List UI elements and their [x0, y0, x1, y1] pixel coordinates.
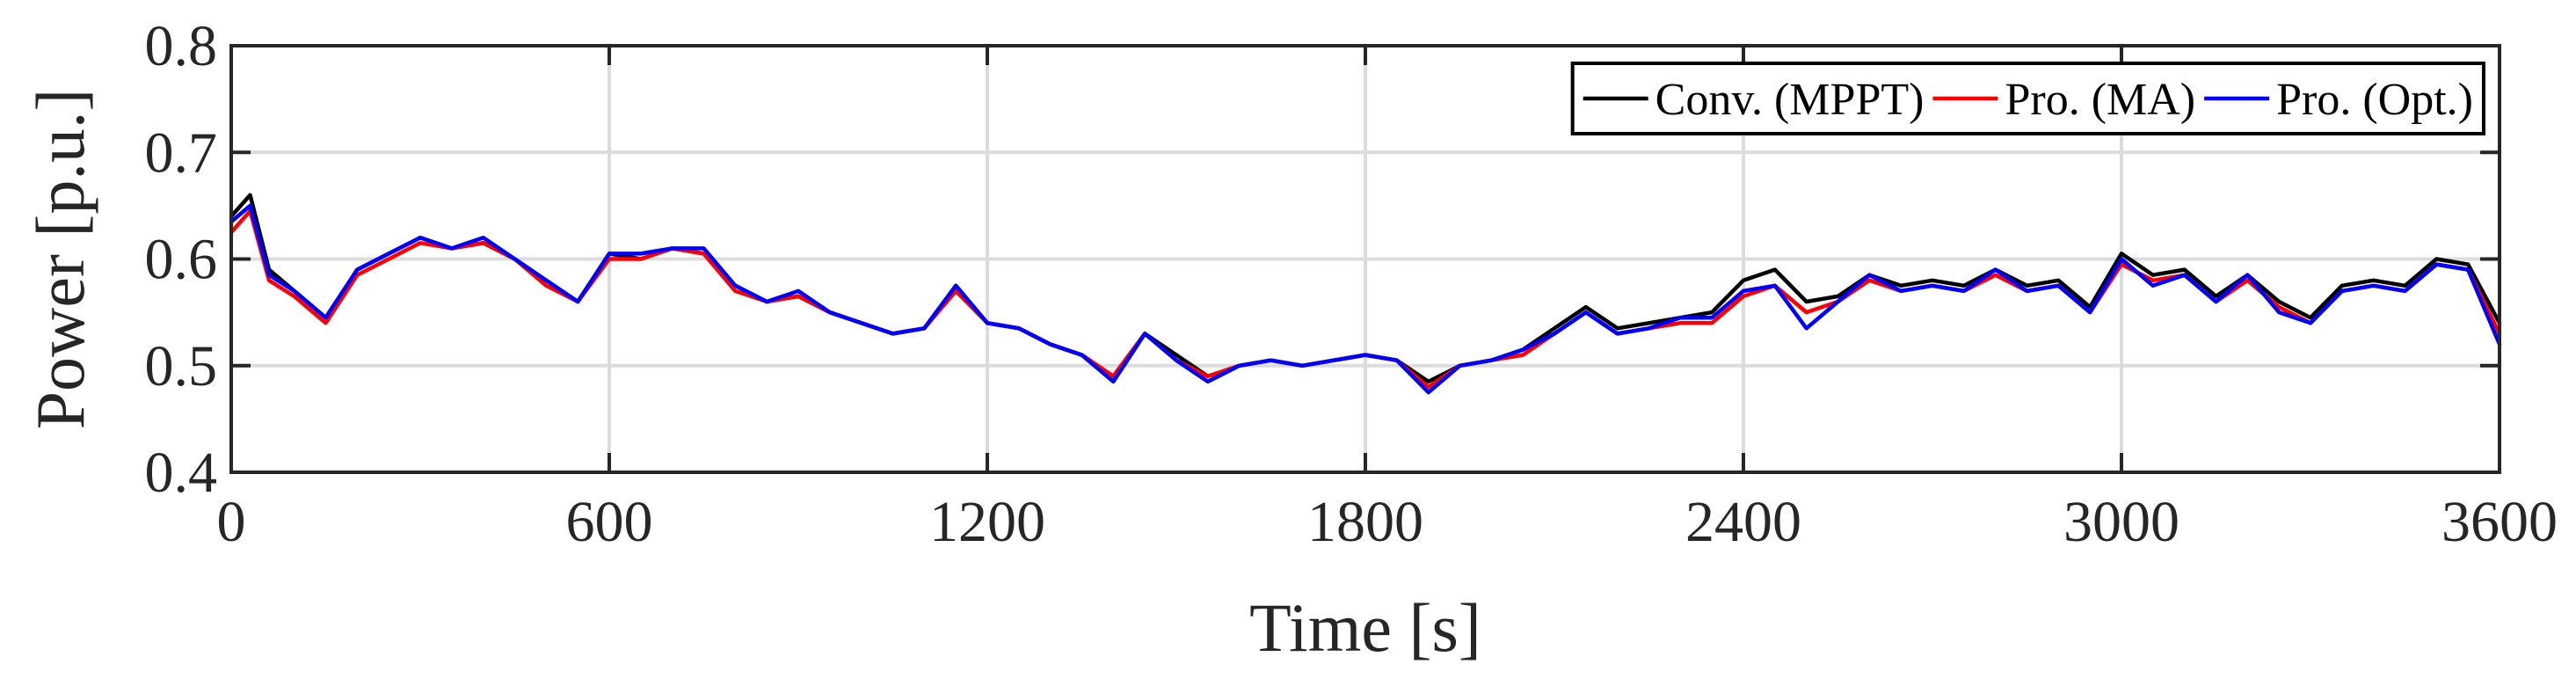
legend-item-2: Pro. (MA): [1932, 75, 2195, 125]
series-lines: [229, 193, 2502, 395]
x-tick-label-0: 0: [217, 490, 246, 554]
legend-item-1: Conv. (MPPT): [1583, 75, 1925, 125]
x-tick-label-5: 3000: [2063, 490, 2179, 554]
x-tick-label-6: 3600: [2441, 490, 2558, 554]
x-axis-label: Time [s]: [1249, 589, 1481, 666]
legend-label-1: Conv. (MPPT): [1655, 75, 1925, 125]
legend-label-3: Pro. (Opt.): [2276, 75, 2473, 125]
legend-items: Conv. (MPPT) Pro. (MA) Pro. (Opt.): [1583, 75, 2473, 125]
x-tick-labels: 0 600 1200 1800 2400 3000 3600: [217, 46, 2558, 554]
x-tick-label-3: 1800: [1307, 490, 1423, 554]
legend-label-2: Pro. (MA): [2005, 75, 2195, 125]
y-tick-label-3: 0.7: [145, 120, 218, 185]
y-axis-label: Power [p.u.]: [22, 89, 98, 430]
y-tick-labels: 0.4 0.5 0.6 0.7 0.8: [145, 14, 2500, 505]
series-line-3: [229, 203, 2502, 395]
x-tick-label-1: 600: [566, 490, 653, 554]
x-tick-label-2: 1200: [929, 490, 1045, 554]
y-tick-label-2: 0.6: [145, 228, 218, 292]
y-tick-label-1: 0.5: [145, 334, 218, 398]
y-tick-label-0: 0.4: [145, 441, 218, 505]
y-tick-label-4: 0.8: [145, 14, 218, 78]
legend-item-3: Pro. (Opt.): [2204, 75, 2473, 125]
legend-box: [1570, 62, 2485, 135]
legend: Conv. (MPPT) Pro. (MA) Pro. (Opt.): [1570, 62, 2485, 135]
x-tick-label-4: 2400: [1685, 490, 1801, 554]
